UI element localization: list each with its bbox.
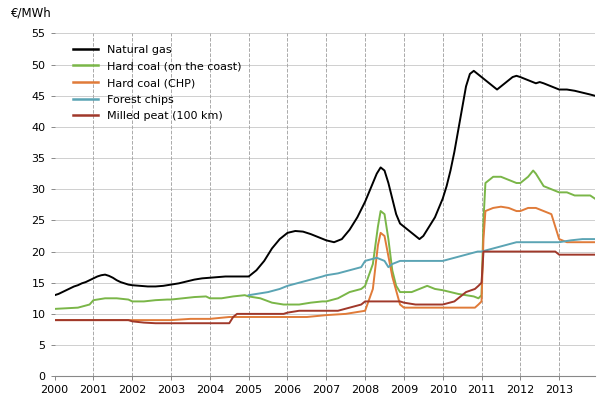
Legend: Natural gas, Hard coal (on the coast), Hard coal (CHP), Forest chips, Milled pea: Natural gas, Hard coal (on the coast), H…	[71, 42, 243, 124]
Text: €/MWh: €/MWh	[12, 7, 52, 20]
